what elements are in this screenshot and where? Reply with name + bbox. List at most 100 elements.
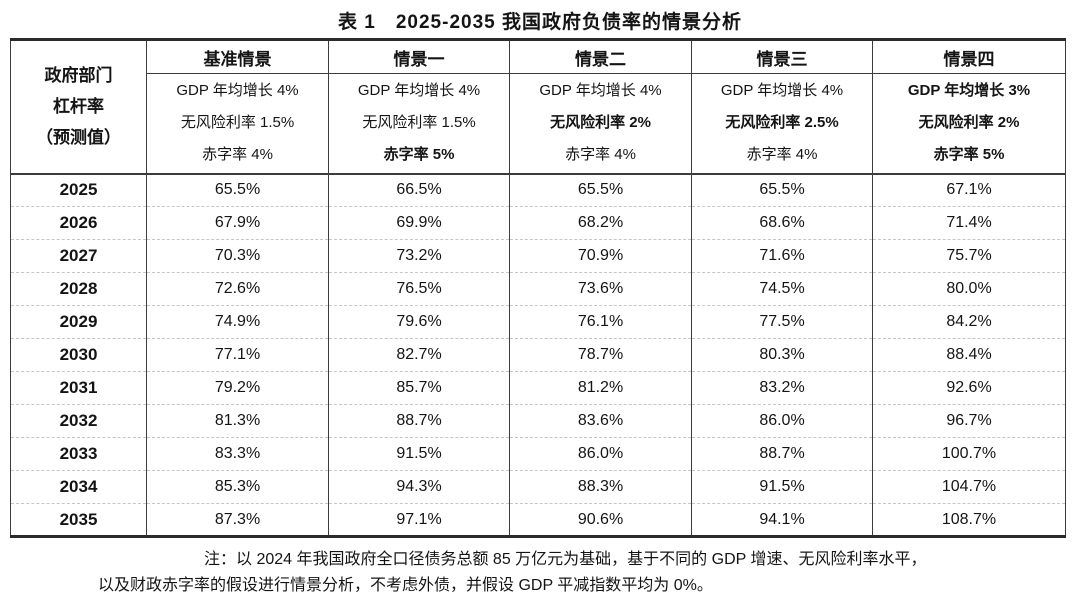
value-cell: 67.9%: [146, 206, 329, 240]
value-cell: 100.7%: [872, 437, 1066, 471]
assumption-deficit: 赤字率 4%: [746, 146, 818, 164]
value-cell: 83.6%: [509, 404, 692, 438]
table-row: 2030 77.1% 82.7% 78.7% 80.3% 88.4%: [10, 338, 1066, 372]
table-row: 2034 85.3% 94.3% 88.3% 91.5% 104.7%: [10, 470, 1066, 504]
value-cell: 65.5%: [509, 173, 692, 207]
value-cell: 80.0%: [872, 272, 1066, 306]
value-cell: 87.3%: [146, 503, 329, 537]
row-header-line3: （预测值）: [36, 128, 121, 148]
assumption-gdp: GDP 年均增长 3%: [907, 82, 1031, 100]
value-cell: 92.6%: [872, 371, 1066, 405]
assumption-gdp: GDP 年均增长 4%: [357, 82, 481, 100]
value-cell: 108.7%: [872, 503, 1066, 537]
value-cell: 65.5%: [691, 173, 873, 207]
assumption-gdp: GDP 年均增长 4%: [720, 82, 844, 100]
value-cell: 72.6%: [146, 272, 329, 306]
value-cell: 78.7%: [509, 338, 692, 372]
scenario-header-baseline: 基准情景: [146, 39, 329, 74]
year-cell: 2031: [10, 371, 147, 405]
assumption-deficit: 赤字率 5%: [383, 146, 455, 164]
assumption-deficit: 赤字率 4%: [202, 146, 273, 164]
assumption-risk-free-rate: 无风险利率 2%: [918, 114, 1020, 132]
scenario-header-3: 情景三: [691, 39, 873, 74]
assumptions-row: GDP 年均增长 4% 无风险利率 1.5% 赤字率 4% GDP 年均增长 4…: [11, 73, 1066, 175]
value-cell: 67.1%: [872, 173, 1066, 207]
value-cell: 79.6%: [328, 305, 510, 339]
scenario-header-1: 情景一: [328, 39, 510, 74]
scenario-assumptions-baseline: GDP 年均增长 4% 无风险利率 1.5% 赤字率 4%: [146, 73, 329, 175]
year-cell: 2033: [10, 437, 147, 471]
value-cell: 81.2%: [509, 371, 692, 405]
scenario-assumptions-1: GDP 年均增长 4% 无风险利率 1.5% 赤字率 5%: [328, 73, 510, 175]
value-cell: 85.7%: [328, 371, 510, 405]
scenario-name-row: 政府部门 杠杆率 （预测值） 基准情景 情景一 情景二 情景三 情景四: [10, 39, 1066, 175]
year-cell: 2027: [10, 239, 147, 273]
scenario-assumptions-3: GDP 年均增长 4% 无风险利率 2.5% 赤字率 4%: [691, 73, 873, 175]
value-cell: 76.1%: [509, 305, 692, 339]
value-cell: 86.0%: [691, 404, 873, 438]
value-cell: 66.5%: [328, 173, 510, 207]
year-cell: 2028: [10, 272, 147, 306]
value-cell: 104.7%: [872, 470, 1066, 504]
value-cell: 86.0%: [509, 437, 692, 471]
table-row: 2031 79.2% 85.7% 81.2% 83.2% 92.6%: [10, 371, 1066, 405]
scenario-table: 政府部门 杠杆率 （预测值） 基准情景 情景一 情景二 情景三 情景四 GDP …: [10, 38, 1066, 538]
value-cell: 79.2%: [146, 371, 329, 405]
value-cell: 81.3%: [146, 404, 329, 438]
value-cell: 77.5%: [691, 305, 873, 339]
table-row: 2029 74.9% 79.6% 76.1% 77.5% 84.2%: [10, 305, 1066, 339]
value-cell: 82.7%: [328, 338, 510, 372]
table-row: 2033 83.3% 91.5% 86.0% 88.7% 100.7%: [10, 437, 1066, 471]
value-cell: 88.3%: [509, 470, 692, 504]
value-cell: 90.6%: [509, 503, 692, 537]
scenario-header-2: 情景二: [509, 39, 692, 74]
value-cell: 94.3%: [328, 470, 510, 504]
assumption-risk-free-rate: 无风险利率 2%: [550, 114, 651, 132]
row-header-line2: 杠杆率: [53, 97, 104, 117]
year-cell: 2035: [10, 503, 147, 537]
assumption-deficit: 赤字率 4%: [565, 146, 636, 164]
value-cell: 88.7%: [691, 437, 873, 471]
value-cell: 88.4%: [872, 338, 1066, 372]
value-cell: 69.9%: [328, 206, 510, 240]
table-row: 2028 72.6% 76.5% 73.6% 74.5% 80.0%: [10, 272, 1066, 306]
assumption-gdp: GDP 年均增长 4%: [176, 82, 299, 100]
value-cell: 97.1%: [328, 503, 510, 537]
table-row: 2026 67.9% 69.9% 68.2% 68.6% 71.4%: [10, 206, 1066, 240]
table-row: 2032 81.3% 88.7% 83.6% 86.0% 96.7%: [10, 404, 1066, 438]
assumption-risk-free-rate: 无风险利率 1.5%: [362, 114, 476, 132]
value-cell: 75.7%: [872, 239, 1066, 273]
year-cell: 2034: [10, 470, 147, 504]
scenario-assumptions-2: GDP 年均增长 4% 无风险利率 2% 赤字率 4%: [509, 73, 692, 175]
value-cell: 73.6%: [509, 272, 692, 306]
value-cell: 73.2%: [328, 239, 510, 273]
row-header-title: 政府部门 杠杆率 （预测值）: [10, 39, 147, 175]
value-cell: 70.9%: [509, 239, 692, 273]
value-cell: 71.4%: [872, 206, 1066, 240]
assumption-risk-free-rate: 无风险利率 1.5%: [180, 114, 295, 132]
value-cell: 74.5%: [691, 272, 873, 306]
table-row: 2035 87.3% 97.1% 90.6% 94.1% 108.7%: [10, 503, 1066, 537]
assumption-deficit: 赤字率 5%: [933, 146, 1005, 164]
table-row: 2025 65.5% 66.5% 65.5% 65.5% 67.1%: [11, 173, 1066, 207]
value-cell: 77.1%: [146, 338, 329, 372]
value-cell: 70.3%: [146, 239, 329, 273]
value-cell: 76.5%: [328, 272, 510, 306]
year-cell: 2032: [10, 404, 147, 438]
table-title: 表 1 2025-2035 我国政府负债率的情景分析: [338, 12, 742, 33]
table-row: 2027 70.3% 73.2% 70.9% 71.6% 75.7%: [10, 239, 1066, 273]
row-header-line1: 政府部门: [44, 65, 113, 85]
value-cell: 88.7%: [328, 404, 510, 438]
assumption-gdp: GDP 年均增长 4%: [539, 82, 662, 100]
table-body: 2025 65.5% 66.5% 65.5% 65.5% 67.1% 2026 67.9% 69…: [10, 173, 1066, 537]
value-cell: 91.5%: [691, 470, 873, 504]
value-cell: 71.6%: [691, 239, 873, 273]
value-cell: 85.3%: [146, 470, 329, 504]
value-cell: 91.5%: [328, 437, 510, 471]
value-cell: 74.9%: [146, 305, 329, 339]
value-cell: 65.5%: [146, 173, 329, 207]
year-cell: 2025: [59, 180, 98, 200]
value-cell: 94.1%: [691, 503, 873, 537]
scenario-header-4: 情景四: [872, 39, 1066, 74]
